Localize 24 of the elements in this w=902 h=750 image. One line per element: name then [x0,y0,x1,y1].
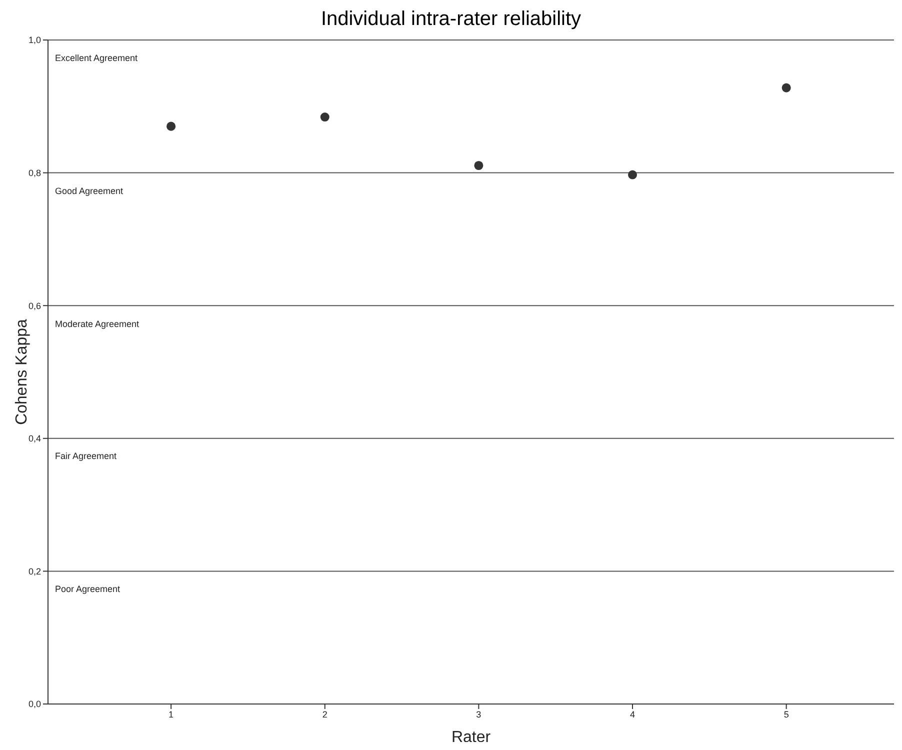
point [474,160,484,170]
y-tick-label: 0,0 [28,699,41,710]
annotation: Moderate Agreement [55,318,140,329]
point [628,170,638,180]
y-tick-label: 0,8 [28,168,41,178]
annotation: Good Agreement [55,186,124,196]
x-axis-title: Rater [451,729,492,746]
annotation: Fair Agreement [55,451,117,462]
y-tick-label: 0,6 [28,300,41,311]
point [166,122,176,131]
x-tick-label: 2 [322,709,328,720]
y-tick-label: 0,2 [28,566,41,576]
y-tick-label: 1,0 [28,35,41,46]
point [320,112,330,122]
x-tick-label: 5 [784,709,789,720]
y-tick-label: 0,4 [28,434,41,444]
x-tick-label: 1 [168,709,174,720]
y-axis-title: Cohens Kappa [14,318,30,425]
annotation: Excellent Agreement [55,53,138,63]
annotation: Poor Agreement [55,584,120,594]
point [782,83,791,92]
x-tick-label: 4 [630,709,636,720]
x-tick-label: 3 [476,709,482,720]
chart-title: Individual intra-rater reliability [320,8,582,31]
